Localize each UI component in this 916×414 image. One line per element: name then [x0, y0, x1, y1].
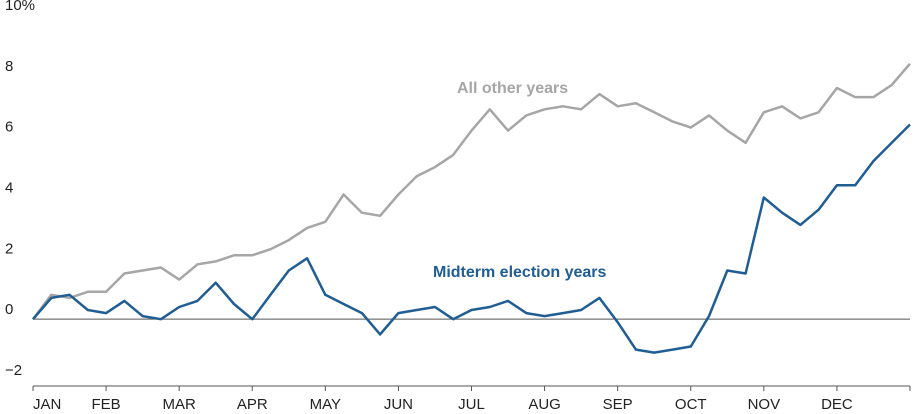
y-tick-label: 10%: [5, 0, 35, 14]
x-tick-label: APR: [237, 396, 268, 413]
y-axis-ticks: 10% 8 6 4 2 0 −2: [5, 0, 35, 379]
y-tick-label: 0: [5, 301, 13, 318]
x-tick-label: DEC: [821, 396, 853, 413]
y-tick-label: 2: [5, 240, 13, 257]
x-tick-label: JAN: [33, 396, 61, 413]
x-tick-label: MAR: [162, 396, 196, 413]
series-line-all-other-years: [31, 62, 911, 320]
series-label-midterm-election-years: Midterm election years: [433, 264, 607, 281]
x-tick-label: MAY: [310, 396, 341, 413]
series-label-all-other-years: All other years: [457, 80, 568, 97]
x-tick-label: SEP: [603, 396, 633, 413]
y-tick-label: 4: [5, 180, 13, 197]
y-tick-label: 8: [5, 58, 13, 75]
x-tick-label: JUN: [384, 396, 413, 413]
x-tick-label: OCT: [675, 396, 707, 413]
x-tick-label: AUG: [528, 396, 561, 413]
x-axis-ticks: JAN FEB MAR APR MAY JUN JUL AUG SEP OCT NOV DEC: [32, 386, 911, 413]
series-line-midterm-election-years: [32, 123, 911, 354]
series-lines: [31, 62, 911, 354]
x-tick-label: FEB: [91, 396, 120, 413]
y-tick-label: 6: [5, 119, 13, 136]
x-tick-label: NOV: [748, 396, 781, 413]
y-tick-label: −2: [5, 362, 22, 379]
x-tick-label: JUL: [458, 396, 485, 413]
